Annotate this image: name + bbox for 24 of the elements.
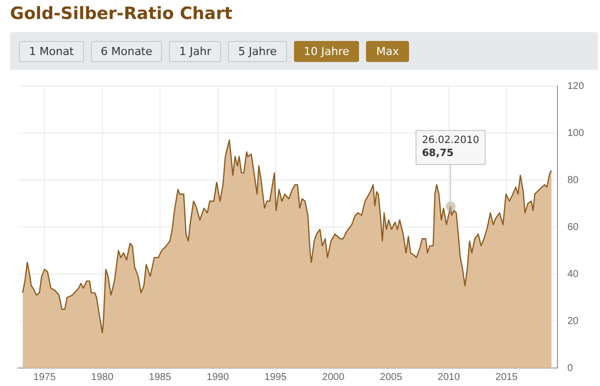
x-tick-label: 1990 xyxy=(206,372,230,383)
annotation: 26.02.2010 68,75 xyxy=(422,135,480,160)
x-tick-label: 1995 xyxy=(264,372,288,383)
y-tick-label: 60 xyxy=(567,222,579,233)
y-tick-label: 100 xyxy=(567,128,584,139)
x-tick-label: 2010 xyxy=(438,372,460,383)
x-tick-label: 2015 xyxy=(495,372,518,383)
x-tick-label: 2005 xyxy=(380,372,403,383)
y-tick-label: 80 xyxy=(567,174,579,186)
text: 1 Monat xyxy=(19,41,84,62)
text: 5 Jahre xyxy=(228,41,287,62)
x-tick-label: 1980 xyxy=(91,372,114,383)
x-tick-label: 1975 xyxy=(33,372,56,383)
y-tick-label: 120 xyxy=(567,80,584,92)
chart-title: Gold-Silber-Ratio Chart xyxy=(10,4,232,24)
text: 10 Jahre xyxy=(294,41,360,62)
x-tick-label: 2000 xyxy=(322,372,345,383)
y-tick-label: 0 xyxy=(567,362,574,374)
x-tick-label: 1985 xyxy=(148,372,172,383)
text: Max xyxy=(366,41,409,62)
text: 1 Jahr xyxy=(169,41,222,62)
y-tick-label: 40 xyxy=(567,268,579,280)
text: 6 Monate xyxy=(90,41,162,62)
y-tick-label: 20 xyxy=(567,316,579,327)
